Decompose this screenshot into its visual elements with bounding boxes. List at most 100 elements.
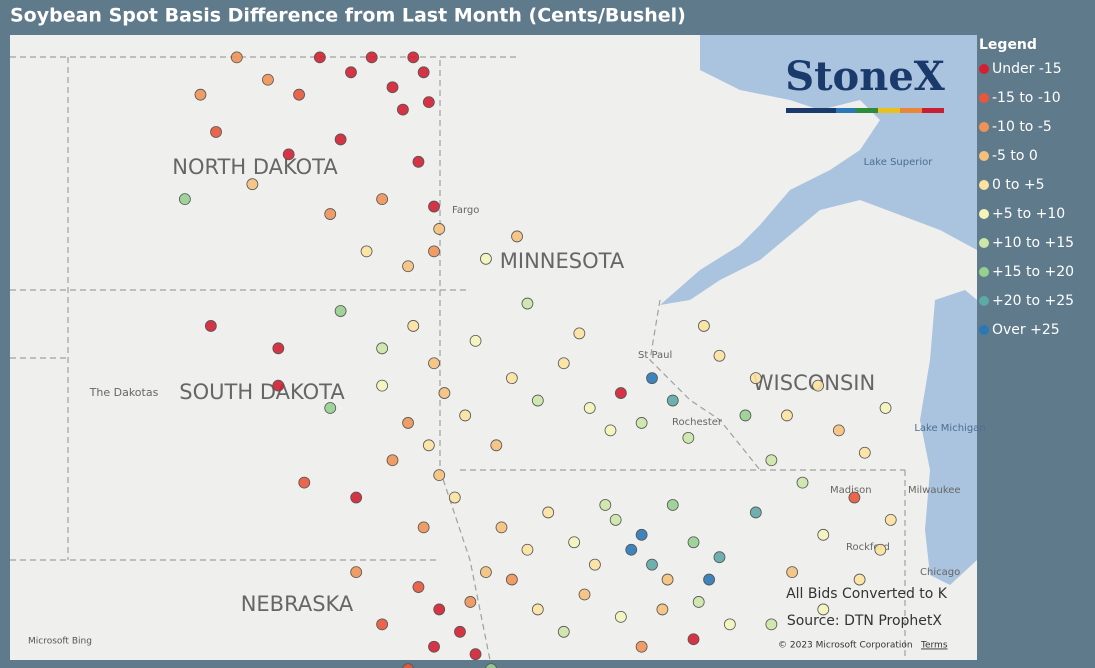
bid-point bbox=[557, 625, 570, 638]
legend-label: +15 to +20 bbox=[992, 264, 1074, 280]
place-label: Rockford bbox=[846, 542, 890, 553]
terms-link[interactable]: Terms bbox=[920, 641, 948, 651]
bid-point bbox=[682, 431, 695, 444]
logo: StoneX bbox=[785, 53, 945, 113]
bid-point bbox=[765, 618, 778, 631]
copyright: © 2023 Microsoft Corporation bbox=[778, 641, 913, 651]
bid-point bbox=[692, 596, 705, 608]
legend-swatch bbox=[979, 267, 989, 277]
bid-point bbox=[448, 491, 461, 504]
bid-point bbox=[604, 424, 617, 437]
bid-point bbox=[687, 536, 700, 549]
bid-point bbox=[749, 372, 762, 385]
bid-point bbox=[179, 193, 191, 206]
bid-point bbox=[812, 379, 824, 392]
bid-point bbox=[796, 476, 809, 489]
legend-swatch bbox=[979, 151, 989, 161]
bid-point bbox=[313, 51, 326, 64]
bid-point bbox=[848, 491, 861, 504]
bid-point bbox=[614, 610, 627, 623]
bid-point bbox=[589, 558, 601, 571]
bid-point bbox=[661, 573, 674, 586]
place-label: Lake Superior bbox=[864, 157, 934, 168]
bid-point bbox=[832, 424, 845, 437]
legend-swatch bbox=[979, 122, 989, 132]
bid-point bbox=[817, 603, 830, 616]
bid-point bbox=[402, 417, 414, 429]
title: Soybean Spot Basis Difference from Last … bbox=[10, 5, 686, 27]
bid-point bbox=[713, 551, 726, 564]
note: All Bids Converted to K bbox=[786, 586, 948, 602]
bid-point bbox=[521, 543, 534, 556]
bid-point bbox=[557, 357, 570, 370]
bid-point bbox=[505, 573, 518, 586]
bid-point bbox=[578, 588, 591, 601]
bid-point bbox=[884, 514, 897, 526]
logo-text: StoneX bbox=[785, 53, 945, 100]
bid-point bbox=[412, 155, 425, 168]
bid-point bbox=[666, 394, 679, 407]
bid-point bbox=[230, 51, 243, 64]
bid-point bbox=[298, 476, 311, 489]
bid-point bbox=[334, 133, 347, 146]
bid-point bbox=[781, 409, 793, 422]
bid-point bbox=[282, 148, 295, 161]
bid-point bbox=[521, 297, 534, 310]
bid-point bbox=[817, 528, 830, 541]
bid-point bbox=[324, 402, 337, 414]
legend-label: +10 to +15 bbox=[992, 235, 1074, 251]
bid-point bbox=[433, 223, 446, 235]
bid-point bbox=[194, 88, 207, 101]
bid-point bbox=[646, 558, 658, 571]
bid-point bbox=[459, 409, 472, 422]
place-label: NEBRASKA bbox=[241, 592, 354, 616]
bid-point bbox=[531, 603, 544, 616]
bid-point bbox=[417, 66, 430, 79]
bid-point bbox=[428, 640, 440, 653]
bid-point bbox=[511, 230, 523, 243]
place-label: MINNESOTA bbox=[500, 249, 625, 273]
bing-label: Microsoft Bing bbox=[28, 637, 92, 647]
bid-point bbox=[874, 543, 887, 556]
bid-point bbox=[360, 245, 373, 258]
bid-point bbox=[407, 51, 420, 64]
legend-label: -15 to -10 bbox=[992, 90, 1061, 106]
place-label: Milwaukee bbox=[908, 485, 961, 496]
bid-point bbox=[646, 372, 658, 385]
bid-point bbox=[879, 402, 892, 414]
bid-point bbox=[495, 521, 508, 534]
bid-point bbox=[272, 379, 285, 392]
bid-point bbox=[454, 625, 466, 638]
bid-point bbox=[386, 81, 399, 94]
legend-swatch bbox=[979, 238, 989, 248]
legend-swatch bbox=[979, 296, 989, 306]
bid-point bbox=[433, 603, 446, 616]
bid-point bbox=[433, 469, 446, 482]
place-label: NORTH DAKOTA bbox=[172, 155, 338, 179]
bid-point bbox=[412, 581, 425, 593]
bid-point bbox=[698, 320, 710, 332]
bid-point bbox=[464, 596, 477, 608]
bid-point bbox=[713, 349, 726, 362]
bid-point bbox=[505, 372, 518, 385]
legend-label: Over +25 bbox=[992, 322, 1060, 338]
bid-point bbox=[583, 402, 596, 414]
legend-label: Under -15 bbox=[992, 61, 1062, 77]
legend-title: Legend bbox=[979, 37, 1037, 53]
bid-point bbox=[402, 663, 414, 668]
bid-point bbox=[635, 417, 648, 429]
place-label: St Paul bbox=[638, 350, 672, 361]
bid-point bbox=[428, 357, 440, 370]
bid-point bbox=[480, 566, 492, 579]
place-label: Madison bbox=[830, 485, 872, 496]
legend-label: -5 to 0 bbox=[992, 148, 1038, 164]
bid-point bbox=[703, 573, 715, 586]
bid-point bbox=[786, 566, 799, 579]
place-label: Fargo bbox=[452, 205, 479, 216]
bid-point bbox=[858, 446, 871, 459]
place-label: SOUTH DAKOTA bbox=[179, 380, 345, 404]
bid-point bbox=[396, 103, 409, 116]
legend-swatch bbox=[979, 325, 989, 335]
